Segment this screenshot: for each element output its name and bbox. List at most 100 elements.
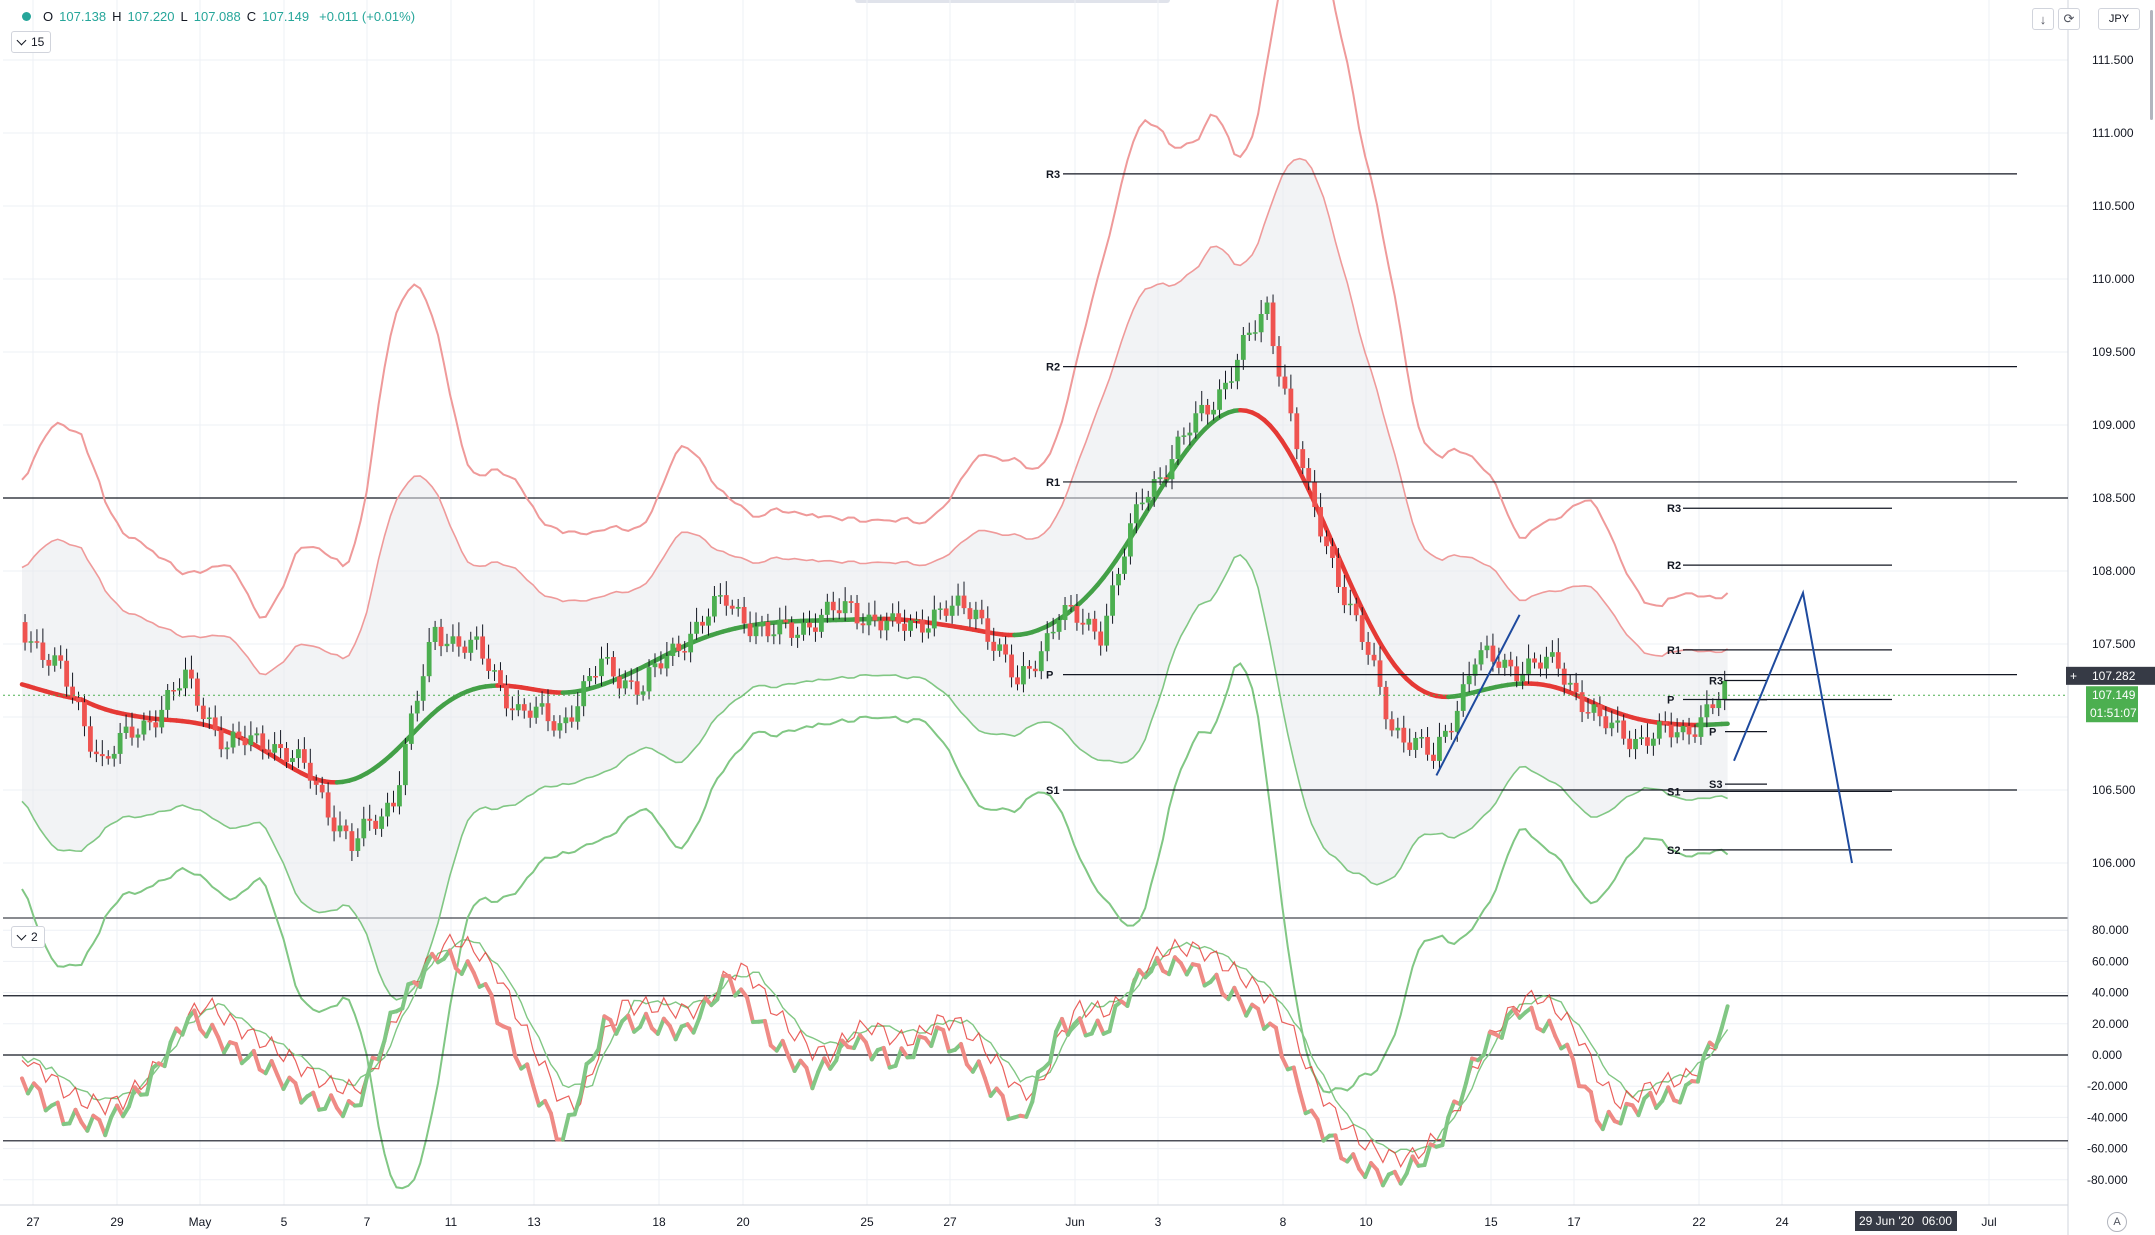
oscillator-segment [1618, 1101, 1629, 1126]
main-indicators-toggle[interactable]: 15 [11, 31, 52, 53]
candle-body [1413, 737, 1419, 750]
candle-body [391, 802, 396, 807]
oscillator-segment [216, 1034, 227, 1055]
candle-body [1211, 409, 1217, 415]
oscillator-segment [1380, 1172, 1391, 1188]
price-scale-scrollbar[interactable] [2150, 10, 2153, 120]
candle-body [1276, 346, 1282, 377]
candle-body [1139, 502, 1145, 505]
candle-body [414, 700, 420, 714]
reset-chart-button[interactable]: ⟳ [2058, 8, 2080, 30]
candle-body [1015, 677, 1020, 685]
candle-body [1169, 459, 1175, 480]
candle-body [1104, 615, 1110, 646]
pivot-label: P [1667, 694, 1674, 706]
price-tick-label: 108.500 [2092, 491, 2136, 505]
candle-body [284, 748, 289, 763]
candle-body [486, 658, 491, 671]
candle-body [1478, 650, 1484, 665]
oscillator-segment [20, 1076, 30, 1096]
refresh-icon: ⟳ [2063, 11, 2075, 26]
candle-body [848, 601, 854, 603]
oscillator-segment [1529, 1005, 1540, 1030]
candle-body [1609, 722, 1615, 729]
candle-body [88, 726, 93, 752]
candle-body [509, 708, 515, 711]
oscillator-tick-label: -20.000 [2087, 1079, 2128, 1093]
sub-indicators-toggle[interactable]: 2 [11, 926, 45, 948]
oscillator-segment [447, 948, 458, 971]
oscillator-main [20, 948, 1730, 1188]
pivot-label: P [1709, 727, 1716, 739]
candle-body [1068, 605, 1074, 607]
time-tick-label: 17 [1567, 1215, 1581, 1229]
candle-body [581, 681, 587, 707]
candle-body [890, 613, 896, 621]
oscillator-segment [691, 1015, 702, 1035]
oscillator-segment [483, 982, 494, 998]
oscillator-segment [1458, 1080, 1469, 1107]
price-tick-label: 106.500 [2092, 783, 2136, 797]
oscillator-segment [251, 1048, 262, 1072]
candle-body [1615, 720, 1621, 723]
candle-body [943, 608, 949, 616]
candle-body [254, 733, 260, 736]
oscillator-segment [560, 1113, 571, 1142]
candle-body [129, 726, 135, 738]
oscillator-segment [911, 1034, 922, 1060]
oscillator-segment [1695, 1053, 1706, 1084]
candle-body [569, 717, 575, 722]
low-label: L [180, 9, 188, 24]
candle-body [652, 663, 658, 668]
candle-body [1234, 359, 1240, 382]
oscillator-segment [73, 1107, 84, 1125]
pivot-label: R2 [1046, 362, 1060, 374]
oscillator-segment [358, 1076, 369, 1108]
oscillator-segment [578, 1062, 589, 1098]
oscillator-segment [1273, 1025, 1284, 1059]
candle-body [1021, 666, 1026, 685]
oscillator-segment [715, 973, 726, 1002]
candle-body [1395, 727, 1401, 731]
candle-body [1133, 504, 1139, 524]
top-panel-handle[interactable] [855, 0, 1170, 3]
candle-body [777, 619, 783, 635]
candle-body [1561, 668, 1567, 685]
oscillator-segment [1060, 1016, 1070, 1037]
candle-body [563, 717, 569, 724]
candle-body [93, 751, 99, 755]
candle-body [1454, 710, 1460, 732]
candle-body [498, 670, 503, 686]
high-label: H [112, 9, 122, 24]
currency-button[interactable]: JPY [2098, 8, 2140, 30]
candle-body [474, 636, 480, 640]
candle-body [1472, 664, 1478, 676]
candle-body [408, 713, 414, 744]
candle-body [682, 651, 688, 653]
candle-body [1300, 449, 1306, 469]
time-crosshair-tag [1855, 1211, 1957, 1231]
moving-average-segment [1339, 560, 1350, 579]
candle-body [979, 609, 985, 619]
candle-body [46, 659, 52, 666]
candle-body [985, 618, 991, 642]
candle-body [1306, 468, 1312, 483]
auto-scale-button[interactable]: A [2107, 1212, 2127, 1232]
oscillator-segment [1291, 1065, 1302, 1094]
weekly-pivots: R3 R2 R1 P S1 S2 [1667, 503, 1892, 857]
oscillator-segment [1155, 955, 1166, 973]
candle-body [616, 676, 622, 689]
candle-body [1621, 720, 1627, 739]
candle-body [1074, 606, 1080, 623]
candle-body [961, 595, 967, 609]
candle-body [1437, 736, 1442, 761]
oscillator-segment [976, 1059, 987, 1080]
oscillator-segment [762, 1018, 773, 1048]
candle-body [1282, 376, 1288, 389]
scroll-to-latest-button[interactable]: ↓ [2032, 8, 2054, 30]
moving-average-segment [1345, 574, 1356, 592]
candle-body [1270, 302, 1276, 347]
candle-body [634, 681, 640, 695]
candle-body [307, 762, 313, 781]
